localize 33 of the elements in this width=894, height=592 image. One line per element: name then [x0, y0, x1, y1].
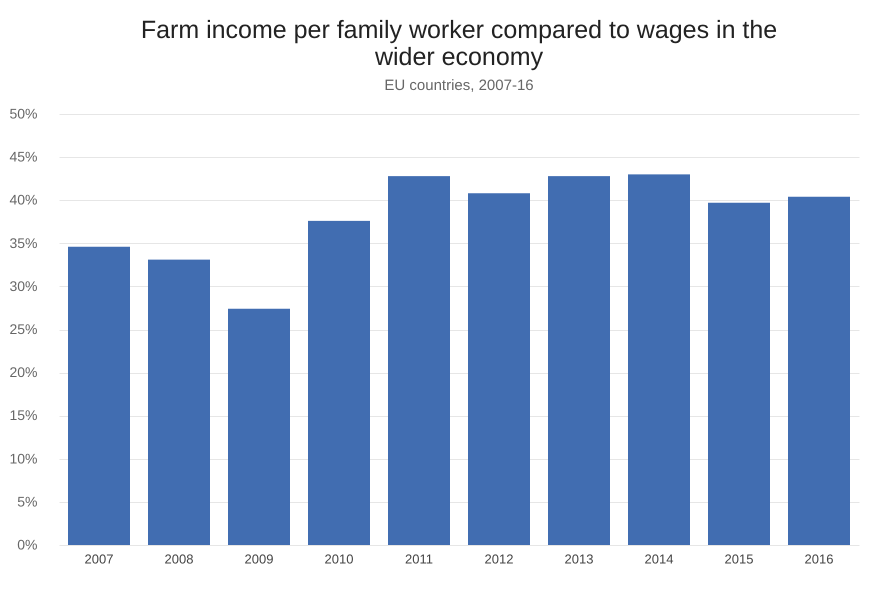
bar	[788, 196, 850, 545]
y-tick-label: 20%	[9, 364, 38, 380]
bar	[228, 308, 290, 545]
y-tick-label: 40%	[9, 192, 38, 208]
bar	[388, 176, 450, 545]
bar	[628, 174, 690, 545]
y-tick-label: 10%	[9, 450, 38, 466]
y-tick-label: 5%	[17, 493, 38, 510]
x-tick-label: 2015	[724, 552, 754, 566]
x-tick-label: 2007	[84, 552, 114, 566]
bar	[708, 202, 770, 545]
bar	[68, 246, 130, 545]
x-tick-label: 2014	[644, 552, 674, 566]
bar	[548, 176, 610, 545]
chart-title: Farm income per family worker compared to wages in the wider economy	[140, 16, 778, 71]
x-tick-label: 2010	[324, 552, 354, 566]
x-tick-label: 2008	[164, 552, 194, 566]
y-tick-label: 25%	[9, 321, 38, 337]
chart-subtitle: EU countries, 2007-16	[384, 77, 534, 94]
x-tick-label: 2016	[804, 552, 834, 566]
x-tick-label: 2012	[484, 552, 514, 566]
y-tick-label: 50%	[9, 106, 38, 122]
x-tick-label: 2009	[244, 552, 274, 566]
bar	[468, 193, 530, 545]
y-tick-label: 30%	[9, 278, 38, 294]
y-tick-label: 0%	[17, 536, 38, 552]
x-tick-label: 2011	[405, 552, 433, 566]
y-tick-label: 45%	[9, 148, 38, 165]
y-tick-label: 35%	[9, 234, 38, 251]
y-tick-label: 15%	[9, 407, 38, 424]
x-tick-label: 2013	[564, 552, 594, 566]
bar	[148, 260, 210, 545]
bar	[308, 220, 370, 545]
